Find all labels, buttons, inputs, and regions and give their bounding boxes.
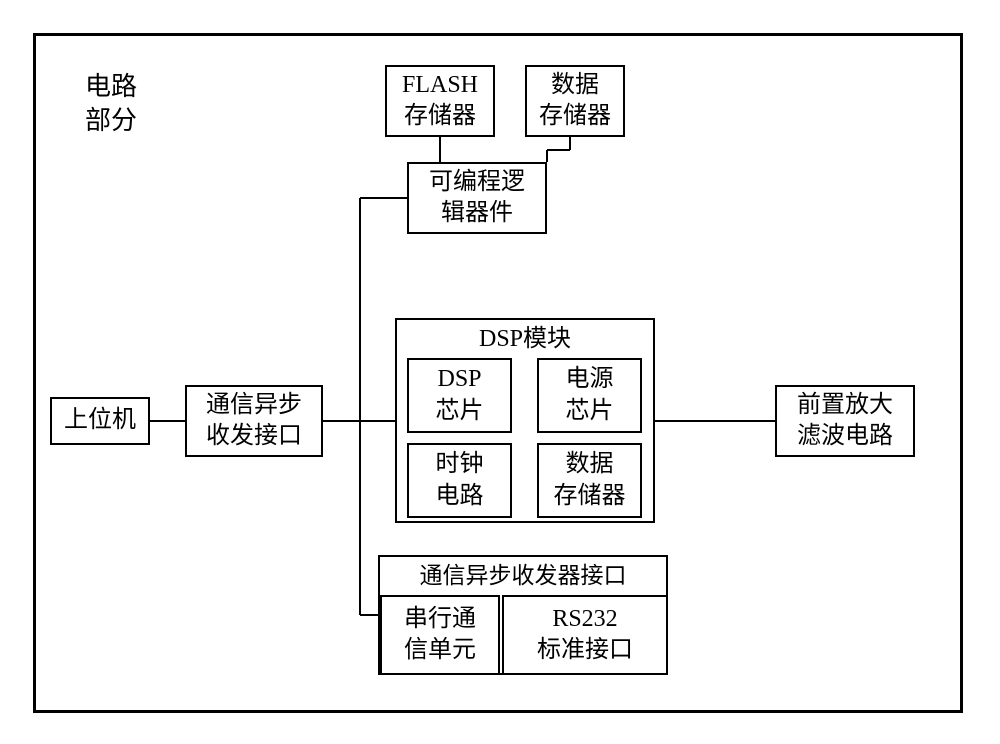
node-datamem-line2: 存储器 (539, 101, 611, 132)
power-chip-line1: 电源 (566, 364, 614, 395)
connector-line (360, 197, 407, 199)
node-flash-line2: 存储器 (402, 101, 478, 132)
serial-line1: 串行通 (404, 604, 476, 635)
node-clock-circuit: 时钟 电路 (407, 443, 512, 518)
connector-line (359, 198, 361, 421)
node-pld-line2: 辑器件 (429, 198, 525, 229)
connector-line (360, 614, 378, 616)
node-datamem-line1: 数据 (539, 70, 611, 101)
node-power-chip: 电源 芯片 (537, 358, 642, 433)
node-uart-interface: 通信异步收发器接口 串行通 信单元 RS232 标准接口 (378, 555, 668, 675)
node-preamp-filter: 前置放大 滤波电路 (775, 385, 915, 457)
connector-line (547, 149, 570, 151)
diagram-canvas: 电路 部分 上位机 通信异步 收发接口 FLASH 存储器 数据 存储器 可编程… (0, 0, 1000, 744)
section-label-line2: 部分 (85, 104, 137, 138)
rs232-line1: RS232 (537, 604, 633, 635)
section-label-line1: 电路 (85, 70, 137, 104)
node-dsp-data-store: 数据 存储器 (537, 443, 642, 518)
power-chip-line2: 芯片 (566, 396, 614, 427)
node-dsp-chip: DSP 芯片 (407, 358, 512, 433)
section-label: 电路 部分 (85, 70, 137, 138)
node-comm-interface: 通信异步 收发接口 (185, 385, 323, 457)
node-rs232: RS232 标准接口 (502, 595, 668, 675)
node-pld-line1: 可编程逻 (429, 167, 525, 198)
connector-line (150, 420, 185, 422)
node-host: 上位机 (50, 397, 150, 445)
node-data-memory: 数据 存储器 (525, 65, 625, 137)
node-serial-unit: 串行通 信单元 (380, 595, 500, 675)
dsp-datastore-line2: 存储器 (554, 481, 626, 512)
connector-line (439, 137, 441, 162)
clock-line1: 时钟 (436, 449, 484, 480)
node-host-label: 上位机 (64, 405, 136, 436)
node-flash-memory: FLASH 存储器 (385, 65, 495, 137)
node-comm-line2: 收发接口 (206, 421, 302, 452)
preamp-line1: 前置放大 (797, 390, 893, 421)
connector-line (359, 421, 361, 615)
node-programmable-logic: 可编程逻 辑器件 (407, 162, 547, 234)
uart-title: 通信异步收发器接口 (380, 557, 666, 591)
connector-line (546, 150, 548, 162)
connector-line (655, 420, 775, 422)
clock-line2: 电路 (436, 481, 484, 512)
preamp-line2: 滤波电路 (797, 421, 893, 452)
dsp-chip-line2: 芯片 (436, 396, 484, 427)
serial-line2: 信单元 (404, 635, 476, 666)
node-dsp-module: DSP模块 DSP 芯片 电源 芯片 时钟 电路 数据 存储器 (395, 318, 655, 523)
node-comm-line1: 通信异步 (206, 390, 302, 421)
dsp-chip-line1: DSP (436, 364, 484, 395)
dsp-module-title: DSP模块 (397, 320, 653, 355)
dsp-datastore-line1: 数据 (554, 449, 626, 480)
rs232-line2: 标准接口 (537, 635, 633, 666)
node-flash-line1: FLASH (402, 70, 478, 101)
